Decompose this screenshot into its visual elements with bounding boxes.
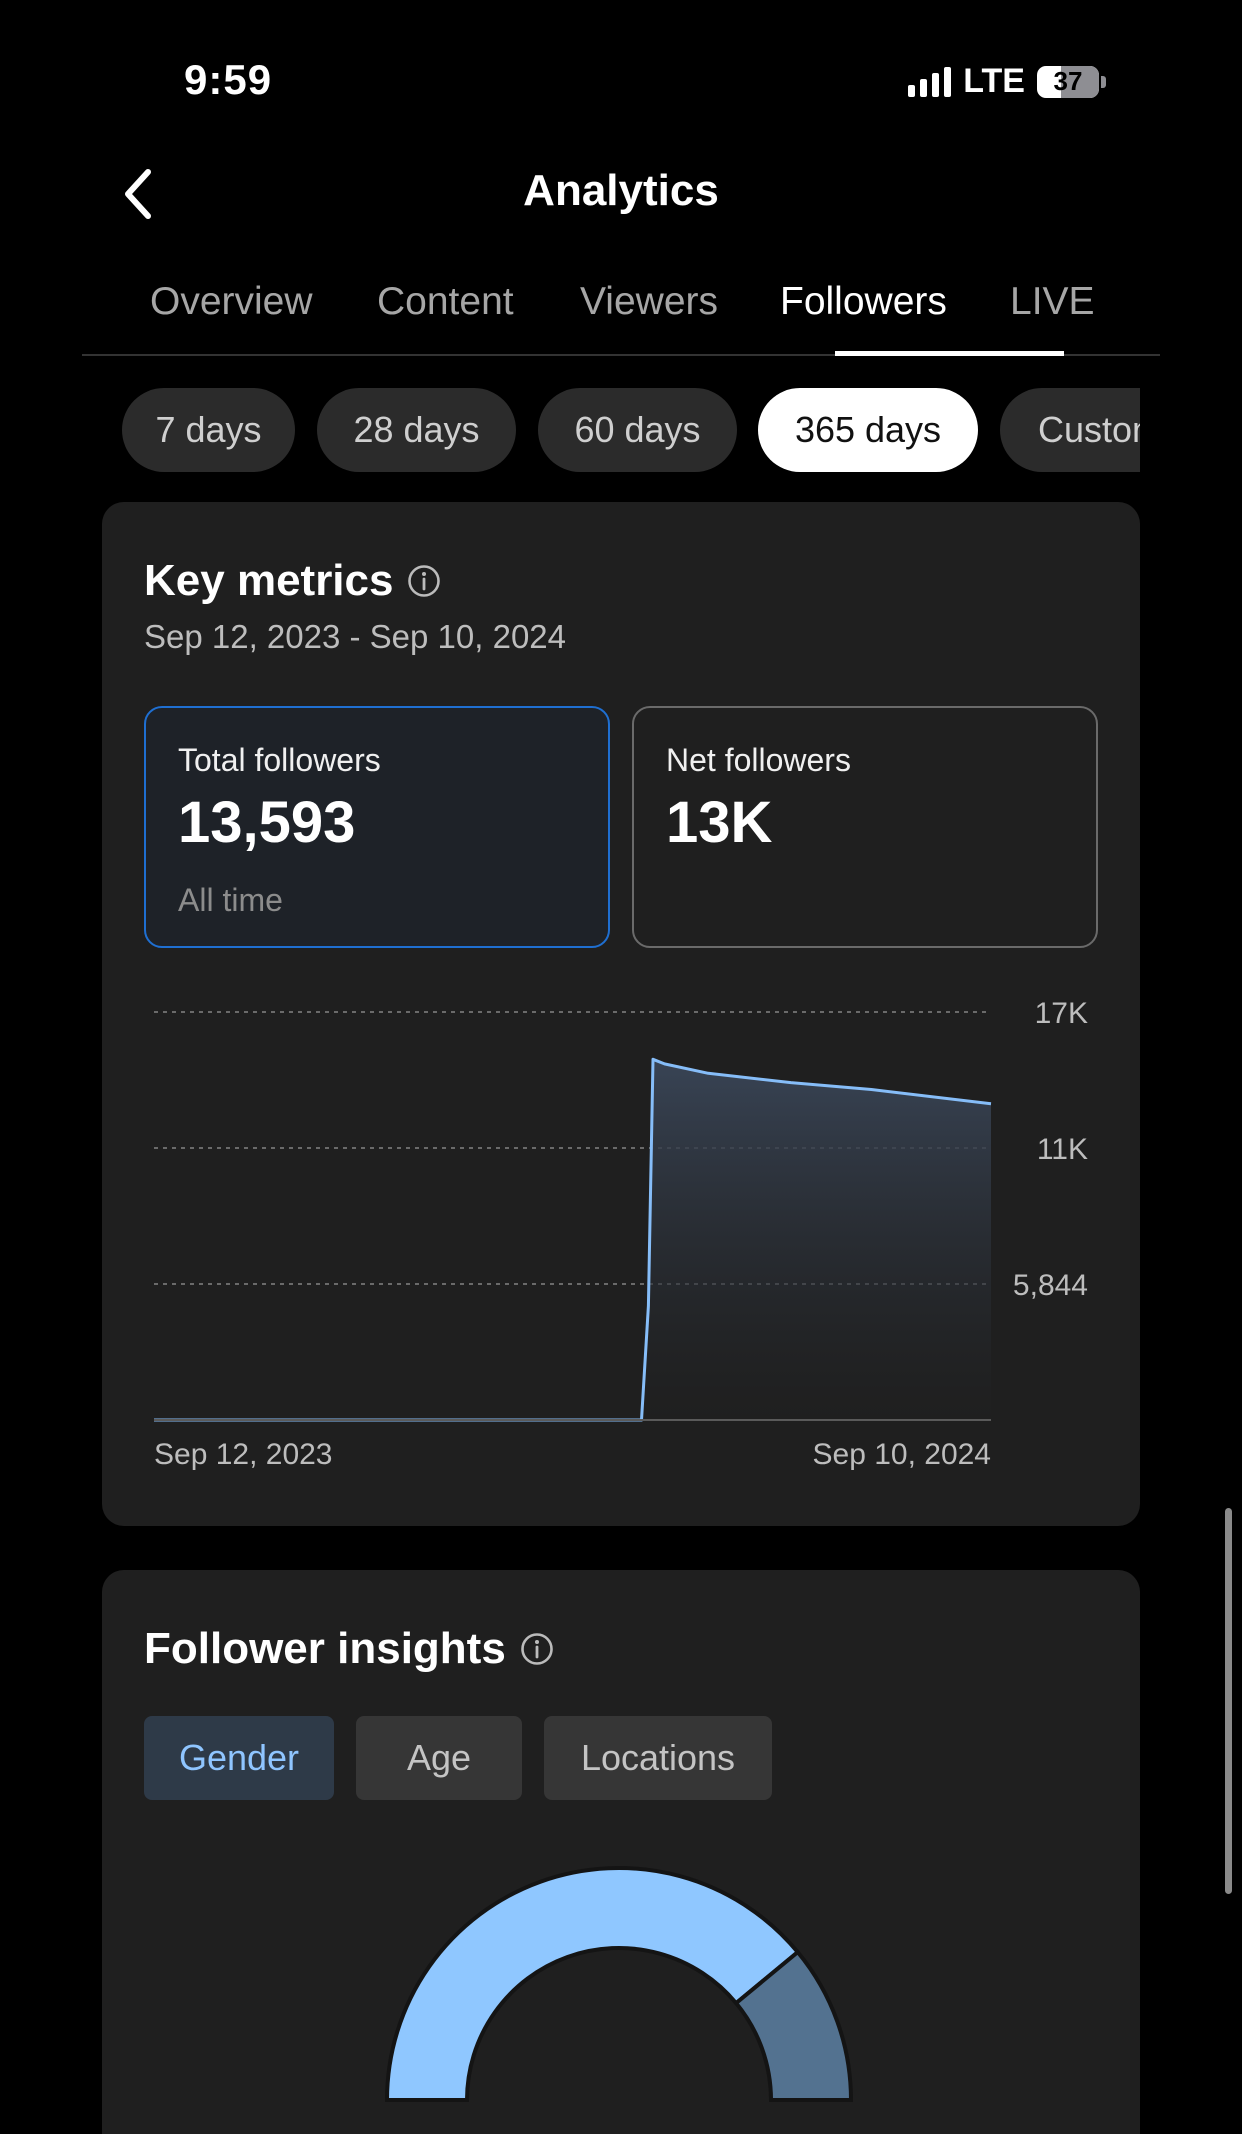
battery-icon: 37 — [1037, 65, 1106, 98]
status-icons: LTE 37 — [908, 62, 1106, 101]
tab-viewers[interactable]: Viewers — [580, 280, 719, 323]
net-followers-label: Net followers — [666, 742, 851, 778]
total-followers-card[interactable]: Total followers 13,593 All time — [144, 706, 610, 948]
key-metrics-title: Key metrics — [144, 556, 394, 605]
tab-content[interactable]: Content — [377, 280, 514, 323]
key-metrics-card: Key metrics Sep 12, 2023 - Sep 10, 2024 … — [102, 502, 1140, 1526]
follower-insights-card: Follower insights Gender Age Locations — [102, 1570, 1140, 2134]
chart-x-start-label: Sep 12, 2023 — [154, 1438, 333, 1471]
battery-level: 37 — [1053, 66, 1083, 96]
followers-chart: 17K 11K 5,844 Sep 12, 2023 Sep 10, 2024 — [154, 997, 1088, 1471]
period-selector: 7 days 28 days 60 days 365 days Custom — [122, 388, 1140, 474]
period-28-days[interactable]: 28 days — [317, 388, 516, 472]
follower-insights-title: Follower insights — [144, 1624, 506, 1673]
info-icon[interactable] — [407, 564, 441, 598]
chart-series-line — [154, 1057, 992, 1422]
period-365-days[interactable]: 365 days — [758, 388, 978, 472]
chart-area-fill — [154, 1059, 991, 1420]
follower-insights-heading: Follower insights — [144, 1624, 554, 1674]
period-custom[interactable]: Custom — [1000, 388, 1140, 472]
insight-tab-locations[interactable]: Locations — [544, 1716, 772, 1800]
status-time: 9:59 — [184, 56, 273, 103]
total-followers-value: 13,593 — [178, 790, 356, 855]
total-followers-label: Total followers — [178, 742, 381, 778]
key-metrics-heading: Key metrics — [144, 556, 441, 606]
chart-y-tick-label: 11K — [1037, 1133, 1088, 1166]
back-arrow-icon[interactable] — [118, 166, 158, 222]
chart-y-tick-label: 17K — [1035, 997, 1088, 1030]
page-title: Analytics — [523, 166, 719, 215]
insight-tab-age[interactable]: Age — [356, 1716, 522, 1800]
tab-overview[interactable]: Overview — [150, 280, 313, 323]
chart-y-tick-label: 5,844 — [1013, 1269, 1088, 1302]
date-range: Sep 12, 2023 - Sep 10, 2024 — [144, 618, 567, 655]
period-7-days[interactable]: 7 days — [122, 388, 295, 472]
chart-x-end-label: Sep 10, 2024 — [813, 1438, 992, 1471]
signal-icon — [908, 66, 952, 97]
net-followers-card[interactable]: Net followers 13K — [632, 706, 1098, 948]
period-60-days[interactable]: 60 days — [538, 388, 737, 472]
donut-segment[interactable] — [733, 1949, 854, 2102]
net-followers-value: 13K — [666, 790, 773, 855]
gender-donut-chart — [384, 1866, 854, 2102]
tab-followers[interactable]: Followers — [780, 280, 947, 323]
active-tab-indicator — [835, 351, 1064, 356]
tab-live[interactable]: LIVE — [1010, 280, 1095, 323]
analytics-tabs: Overview Content Viewers Followers LIVE — [82, 272, 1160, 356]
network-label: LTE — [963, 62, 1025, 100]
insight-tab-gender[interactable]: Gender — [144, 1716, 334, 1800]
scrollbar[interactable] — [1225, 1508, 1232, 1894]
info-icon[interactable] — [520, 1632, 554, 1666]
donut-segment[interactable] — [384, 1866, 801, 2102]
total-followers-sub: All time — [178, 882, 283, 918]
